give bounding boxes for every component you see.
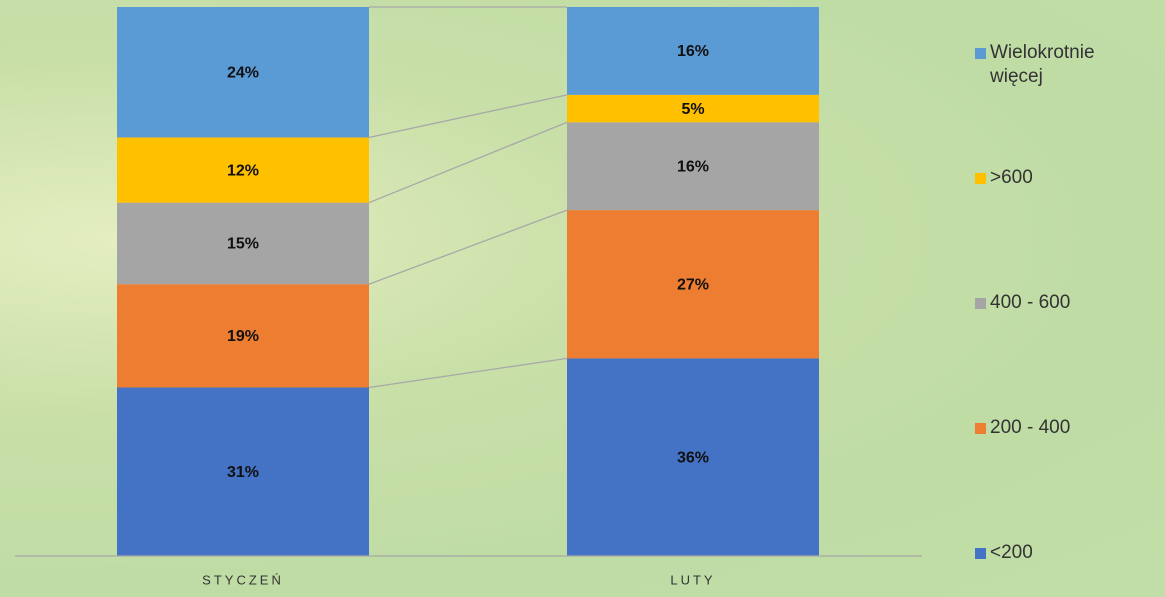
legend-item: <200 (975, 541, 1145, 565)
legend-item: >600 (975, 166, 1145, 190)
series-line (369, 95, 567, 138)
legend-label: >600 (990, 166, 1130, 190)
data-label: 31% (227, 464, 259, 481)
series-line (369, 122, 567, 202)
legend-item: Wielokrotnie więcej (975, 41, 1145, 89)
data-label: 19% (227, 328, 259, 345)
legend-swatch (975, 173, 986, 184)
x-tick-label: STYCZEŃ (202, 572, 284, 587)
legend-swatch (975, 423, 986, 434)
data-label: 36% (677, 449, 709, 466)
legend-swatch (975, 298, 986, 309)
legend-label: 400 - 600 (990, 291, 1130, 315)
legend-swatch (975, 548, 986, 559)
legend-label: Wielokrotnie więcej (990, 41, 1130, 89)
legend-swatch (975, 48, 986, 59)
series-line (369, 358, 567, 387)
data-label: 16% (677, 158, 709, 175)
series-line (369, 210, 567, 284)
data-label: 15% (227, 236, 259, 253)
data-label: 16% (677, 43, 709, 60)
data-label: 12% (227, 162, 259, 179)
x-tick-label: LUTY (670, 572, 715, 587)
legend-item: 200 - 400 (975, 416, 1145, 440)
data-label: 24% (227, 64, 259, 81)
data-label: 27% (677, 276, 709, 293)
data-label: 5% (681, 101, 704, 118)
legend-label: 200 - 400 (990, 416, 1130, 440)
legend-label: <200 (990, 541, 1130, 565)
legend-item: 400 - 600 (975, 291, 1145, 315)
